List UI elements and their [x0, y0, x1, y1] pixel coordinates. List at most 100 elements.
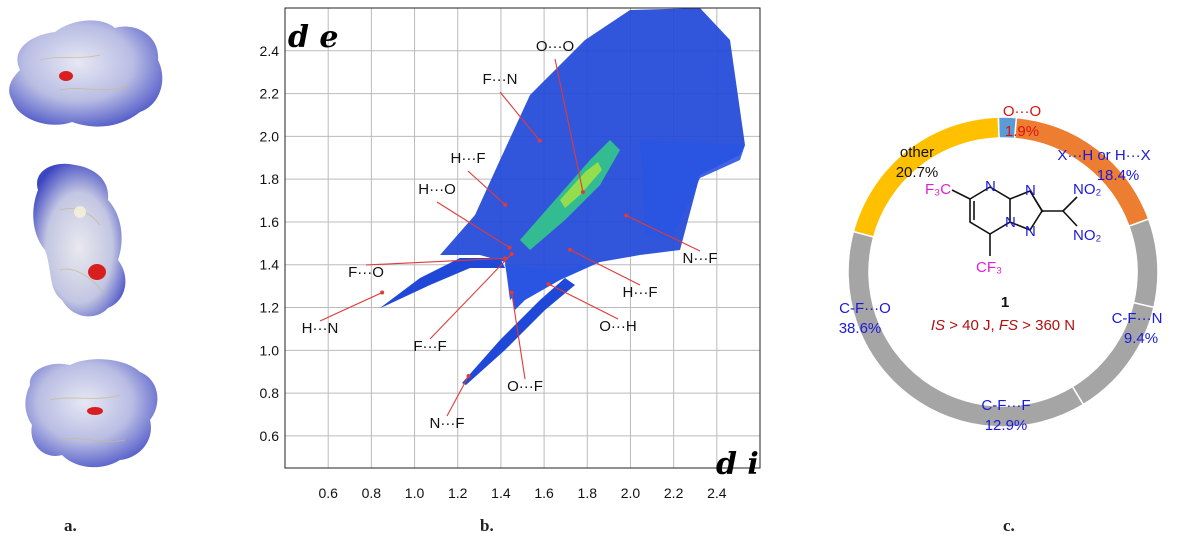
panel-label-c: c. [1003, 516, 1015, 535]
mol-cf3-left: F₃C [925, 181, 951, 198]
donut-label-oo: O···O [1003, 103, 1041, 120]
annotation-point [509, 252, 514, 257]
annotation-leader [499, 91, 541, 141]
x-tick-label: 2.0 [621, 485, 641, 501]
mol-n2: N [1025, 182, 1036, 199]
x-tick-label: 0.6 [318, 485, 338, 501]
fingerprint-ticks: 0.6 0.8 1.0 1.2 1.4 1.6 1.8 2.0 2.2 2.4 0.6 0.8 1.0 1… [260, 43, 727, 501]
donut-label-cfn: C-F···N [1112, 310, 1163, 327]
y-tick-label: 2.0 [260, 128, 280, 144]
fs-label: FS [999, 317, 1018, 334]
donut-label-xh: X···H or H···X [1057, 147, 1150, 164]
annotation-label: H···N [302, 320, 339, 337]
annotation-point [546, 282, 551, 286]
annotation-leader [446, 375, 470, 417]
annotation-label: O···H [599, 318, 637, 335]
donut-label-cff: C-F···F [981, 397, 1030, 414]
density-spike-bottom [462, 278, 575, 385]
annotation-leader [429, 253, 513, 340]
annotation-leader [365, 257, 506, 266]
x-tick-label: 1.8 [578, 485, 598, 501]
annotation-point [466, 374, 471, 378]
annotation-point [624, 213, 629, 218]
y-tick-label: 0.6 [260, 428, 280, 444]
donut-value-other: 20.7% [896, 164, 939, 181]
donut-segment-cfn [1127, 218, 1159, 309]
density-right-flank [640, 140, 745, 240]
annotation-label: N···F [683, 250, 718, 267]
fingerprint-density [380, 8, 745, 385]
fingerprint-annotations: O···O F···N H···F H···O F···O H···N F···F O···F… [302, 38, 718, 432]
donut-label-cfo: C-F···O [839, 300, 891, 317]
annotation-leader [569, 249, 641, 286]
y-tick-label: 2.2 [260, 86, 280, 102]
mol-n3: N [1005, 214, 1016, 231]
annotation-leader [319, 292, 383, 322]
annotation-point [507, 245, 512, 250]
annotation-label: O···O [536, 38, 574, 55]
panel-label-b: b. [480, 516, 494, 535]
annotation-leader [554, 58, 584, 193]
x-tick-label: 1.6 [534, 485, 554, 501]
is-value: > 40 J, [945, 317, 999, 334]
density-lower-wedge [505, 262, 600, 310]
x-tick-label: 2.4 [707, 485, 727, 501]
x-tick-label: 1.0 [405, 485, 425, 501]
donut-label-other: other [900, 144, 934, 161]
annotation-label: F···N [483, 71, 518, 88]
mol-n1: N [985, 178, 996, 195]
x-tick-label: 1.4 [491, 485, 511, 501]
donut-value-oo: 1.9% [1005, 123, 1039, 140]
plot-frame [284, 7, 761, 469]
annotation-label: H···F [451, 150, 486, 167]
donut-segments [847, 116, 1159, 428]
surface-1 [9, 20, 163, 127]
mol-cf3-bottom: CF₃ [976, 259, 1002, 276]
annotation-label: N···F [430, 415, 465, 432]
annotation-label: O···F [507, 378, 543, 395]
axis-name-di: d i [716, 447, 759, 482]
annotation-label: F···O [348, 264, 384, 281]
annotation-leader [548, 283, 619, 320]
annotation-point [509, 290, 514, 295]
donut-value-cfn: 9.4% [1124, 330, 1158, 347]
annotation-point [537, 138, 542, 143]
is-label: IS [931, 317, 945, 334]
annotation-point [503, 202, 508, 207]
x-tick-label: 2.2 [664, 485, 684, 501]
panel-label-a: a. [64, 516, 77, 535]
sensitivity-line: IS > 40 J, FS > 360 N [931, 317, 1075, 334]
y-tick-label: 1.6 [260, 214, 280, 230]
annotation-leader [625, 215, 701, 252]
y-tick-label: 1.4 [260, 257, 280, 273]
annotation-point [568, 247, 572, 252]
annotation-label: H···F [623, 284, 658, 301]
donut-value-cfo: 38.6% [839, 320, 882, 337]
annotation-label: F···F [413, 338, 446, 355]
density-spike-left [380, 258, 505, 308]
annotation-point [580, 190, 585, 194]
fs-value: > 360 N [1018, 317, 1075, 334]
donut-value-cff: 12.9% [985, 417, 1028, 434]
annotation-leader [467, 170, 506, 206]
y-tick-label: 1.8 [260, 171, 280, 187]
y-tick-label: 1.0 [260, 342, 280, 358]
x-tick-label: 0.8 [362, 485, 382, 501]
y-tick-label: 1.2 [260, 300, 280, 316]
mol-no2-bottom: NO₂ [1073, 227, 1102, 244]
annotation-leader [436, 201, 510, 249]
molecule-structure [951, 186, 1078, 256]
annotation-point [380, 290, 385, 295]
annotation-label: H···O [418, 181, 456, 198]
mol-no2-top: NO₂ [1073, 181, 1102, 198]
surface-2 [33, 163, 126, 317]
x-tick-label: 1.2 [448, 485, 468, 501]
annotation-leader [511, 292, 526, 380]
y-tick-label: 0.8 [260, 385, 280, 401]
donut-value-xh: 18.4% [1097, 167, 1140, 184]
surface-3 [25, 359, 158, 468]
axis-name-de: d e [288, 20, 339, 55]
